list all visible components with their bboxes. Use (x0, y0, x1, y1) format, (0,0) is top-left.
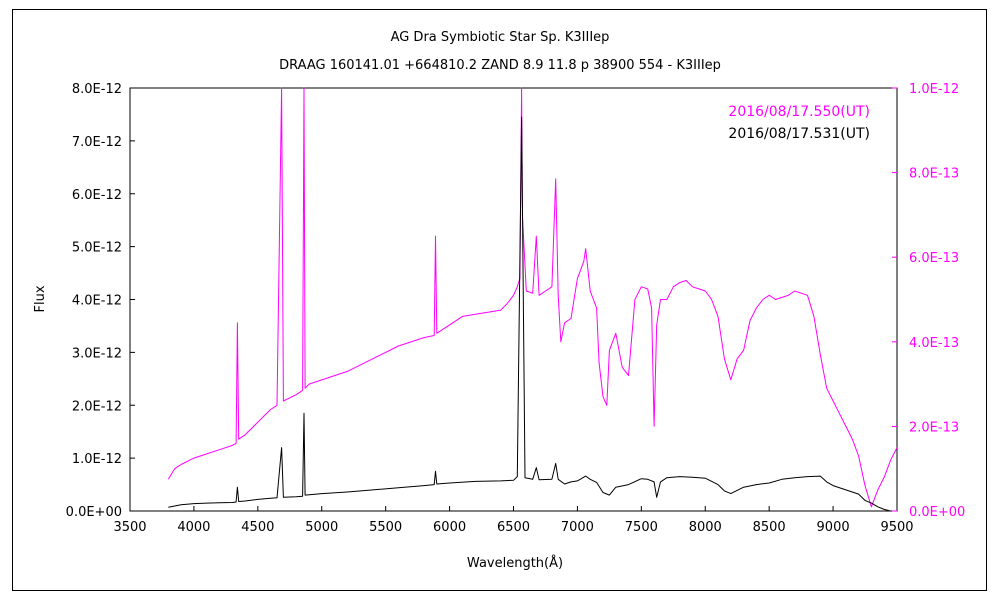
x-axis-label: Wavelength(Å) (467, 555, 563, 571)
x-tick-label: 3500 (113, 520, 146, 535)
x-tick-label: 4500 (241, 520, 274, 535)
x-tick-label: 9000 (817, 520, 850, 535)
legend-entry-magenta: 2016/08/17.550(UT) (728, 104, 870, 120)
y-tick-label-left: 1.0E-12 (72, 452, 122, 467)
chart-title: AG Dra Symbiotic Star Sp. K3IIIep (391, 30, 610, 45)
series-line-black (168, 116, 891, 512)
y-tick-label-right: 8.0E-13 (909, 167, 959, 182)
x-tick-label: 8000 (689, 520, 722, 535)
y-tick-label-right: 2.0E-13 (909, 420, 959, 435)
y-tick-label-left: 2.0E-12 (72, 399, 122, 414)
x-tick-label: 5000 (305, 520, 338, 535)
x-tick-label: 6000 (433, 520, 466, 535)
chart-frame (12, 9, 987, 591)
x-axis: 3500 4000 4500 5000 5500 6000 6500 7000 7500 8000… (113, 506, 914, 535)
y-axis-right: 0.0E+00 2.0E-13 4.0E-13 6.0E-13 8.0E-13 1.0E-… (892, 82, 965, 520)
y-axis-left: 0.0E+00 1.0E-12 2.0E-12 3.0E-12 4.0E-12 5.0E-… (66, 82, 135, 520)
plot-area (129, 87, 898, 512)
x-tick-label: 5500 (369, 520, 402, 535)
y-tick-label-left: 0.0E+00 (66, 505, 122, 520)
x-tick-label: 4000 (177, 520, 210, 535)
series-line-magenta (167, 87, 898, 508)
y-tick-label-left: 8.0E-12 (72, 82, 122, 97)
x-tick-label: 6500 (497, 520, 530, 535)
legend-entry-black: 2016/08/17.531(UT) (728, 126, 870, 142)
y-axis-label: Flux (33, 285, 48, 312)
x-tick-label: 7500 (625, 520, 658, 535)
chart-subtitle: DRAAG 160141.01 +664810.2 ZAND 8.9 11.8 … (279, 58, 721, 73)
x-tick-label: 9500 (880, 520, 913, 535)
y-tick-label-left: 5.0E-12 (72, 241, 122, 256)
y-tick-label-right: 4.0E-13 (909, 336, 959, 351)
y-tick-label-left: 7.0E-12 (72, 135, 122, 150)
y-tick-label-left: 3.0E-12 (72, 346, 122, 361)
x-tick-label: 8500 (753, 520, 786, 535)
y-tick-label-left: 6.0E-12 (72, 188, 122, 203)
legend: 2016/08/17.550(UT) 2016/08/17.531(UT) (728, 104, 870, 142)
y-tick-label-right: 0.0E+00 (909, 505, 965, 520)
x-tick-label: 7000 (561, 520, 594, 535)
y-tick-label-right: 6.0E-13 (909, 251, 959, 266)
y-tick-label-left: 4.0E-12 (72, 294, 122, 309)
y-tick-label-right: 1.0E-12 (909, 82, 959, 97)
series-group (167, 87, 898, 512)
